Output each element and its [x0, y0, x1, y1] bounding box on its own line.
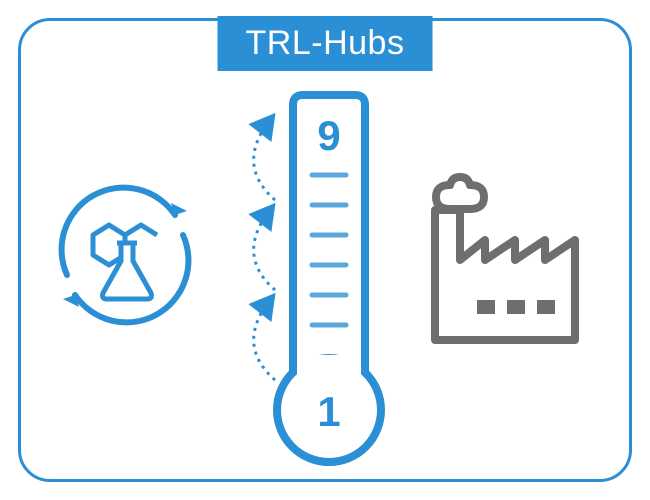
trl-hubs-diagram: TRL-Hubs 9 1 — [0, 0, 650, 500]
rising-arrows — [254, 120, 275, 380]
main-illustration: 9 1 — [0, 0, 650, 500]
factory-icon — [435, 177, 575, 340]
thermometer-top-label: 9 — [317, 112, 340, 159]
thermometer-icon: 9 1 — [277, 95, 381, 462]
chemistry-cycle-icon — [62, 188, 189, 323]
thermometer-bottom-label: 1 — [317, 388, 340, 435]
